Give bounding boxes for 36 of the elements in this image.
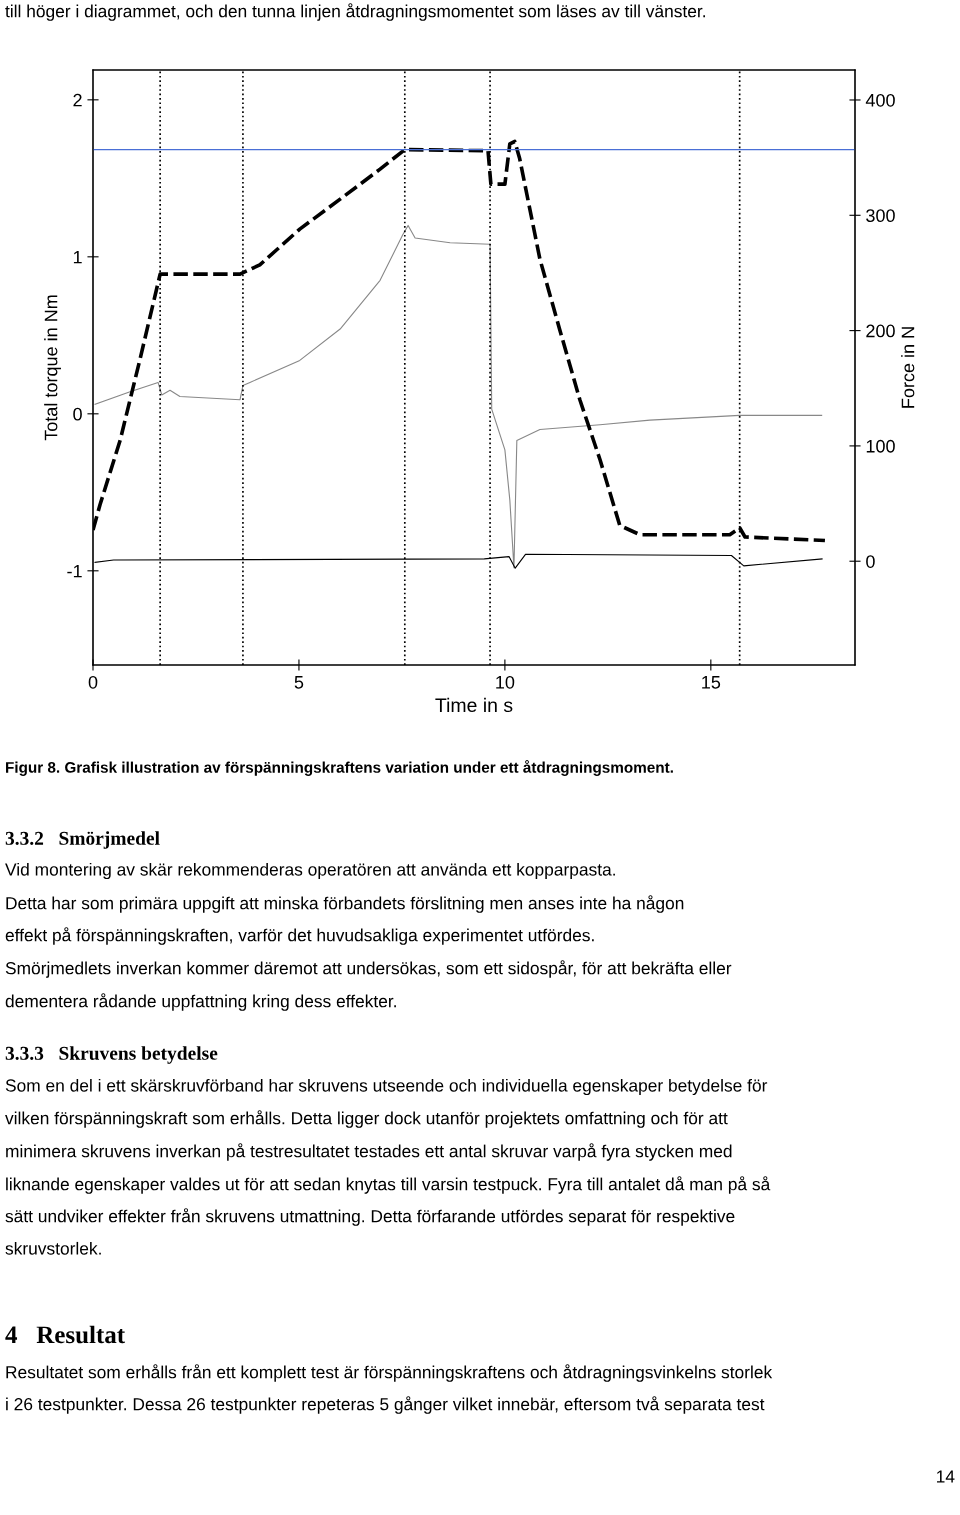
text: i 26 testpunkter. Dessa 26 testpunkter repeteras 5 gånger vilket innebär, eftersom två separata test (6, 1396, 765, 1414)
y2-tick-label: 200 (866, 324, 895, 338)
x-tick-label: 0 (88, 675, 98, 689)
x-tick-label: 5 (294, 676, 304, 689)
y2-tick-label: 400 (865, 93, 895, 107)
text: till höger i diagrammet, och den tunna linjen åtdragningsmomentet som läses av till vänster. (5, 3, 705, 21)
text: 14 (937, 1470, 955, 1483)
text: effekt på förspänningskraften, varför det huvudsakliga experimentet utfördes. (5, 927, 594, 945)
y-tick-label: 1 (73, 250, 82, 264)
text: 3.3.3 Skruvens betydelse (5, 1046, 218, 1064)
text: 3.3.2 Smörjmedel (5, 831, 160, 849)
text: Detta har som primära uppgift att minska förbandets förslitning men anses inte ha någon (6, 895, 684, 913)
text: Vid montering av skär rekommenderas operatören att använda ett kopparpasta. (5, 862, 615, 880)
y2-axis-title: Force in N (901, 327, 915, 408)
y2-tick-label: 0 (866, 555, 875, 568)
x-axis-title: Time in s (435, 697, 513, 713)
line-series (94, 224, 823, 569)
text: sätt undviker effekter från skruvens utmattning. Detta förfarande utfördes separat för respektive (5, 1208, 735, 1226)
y-tick-label: 0 (73, 407, 82, 421)
x-tick-label: 10 (496, 675, 515, 689)
x-tick-label: 15 (702, 676, 721, 689)
text: liknande egenskaper valdes ut för att sedan knytas till varsin testpuck. Fyra till antalet då man på så (6, 1176, 771, 1194)
y2-tick-label: 100 (866, 439, 895, 453)
text: minimera skruvens inverkan på testresultatet testades ett antal skruvar varpå fyra stycken med (6, 1143, 732, 1161)
text: dementera rådande uppfattning kring dess effekter. (5, 993, 396, 1011)
text: Som en del i ett skärskruvförband har skruvens utseende och individuella egenskaper betydelse för (5, 1078, 768, 1096)
text: Figur 8. Grafisk illustration av förspänningskraftens variation under ett åtdragningsmoment. (6, 760, 673, 776)
text: Smörjmedlets inverkan kommer däremot att undersökas, som ett sidospår, för att bekräfta eller (5, 960, 732, 978)
text: vilken förspänningskraft som erhålls. Detta ligger dock utanför projektets omfattning och för att (5, 1110, 728, 1128)
y-tick-label: 2 (73, 93, 82, 107)
y-axis-title: Total torque in Nm (44, 295, 61, 441)
y2-tick-label: 300 (866, 209, 895, 223)
text: Resultatet som erhålls från ett komplett test är förspänningskraftens och åtdragningsvinkelns storlek (6, 1364, 773, 1382)
y-tick-label: -1 (67, 564, 82, 578)
text: skruvstorlek. (5, 1241, 101, 1255)
text: 4 Resultat (5, 1325, 126, 1344)
